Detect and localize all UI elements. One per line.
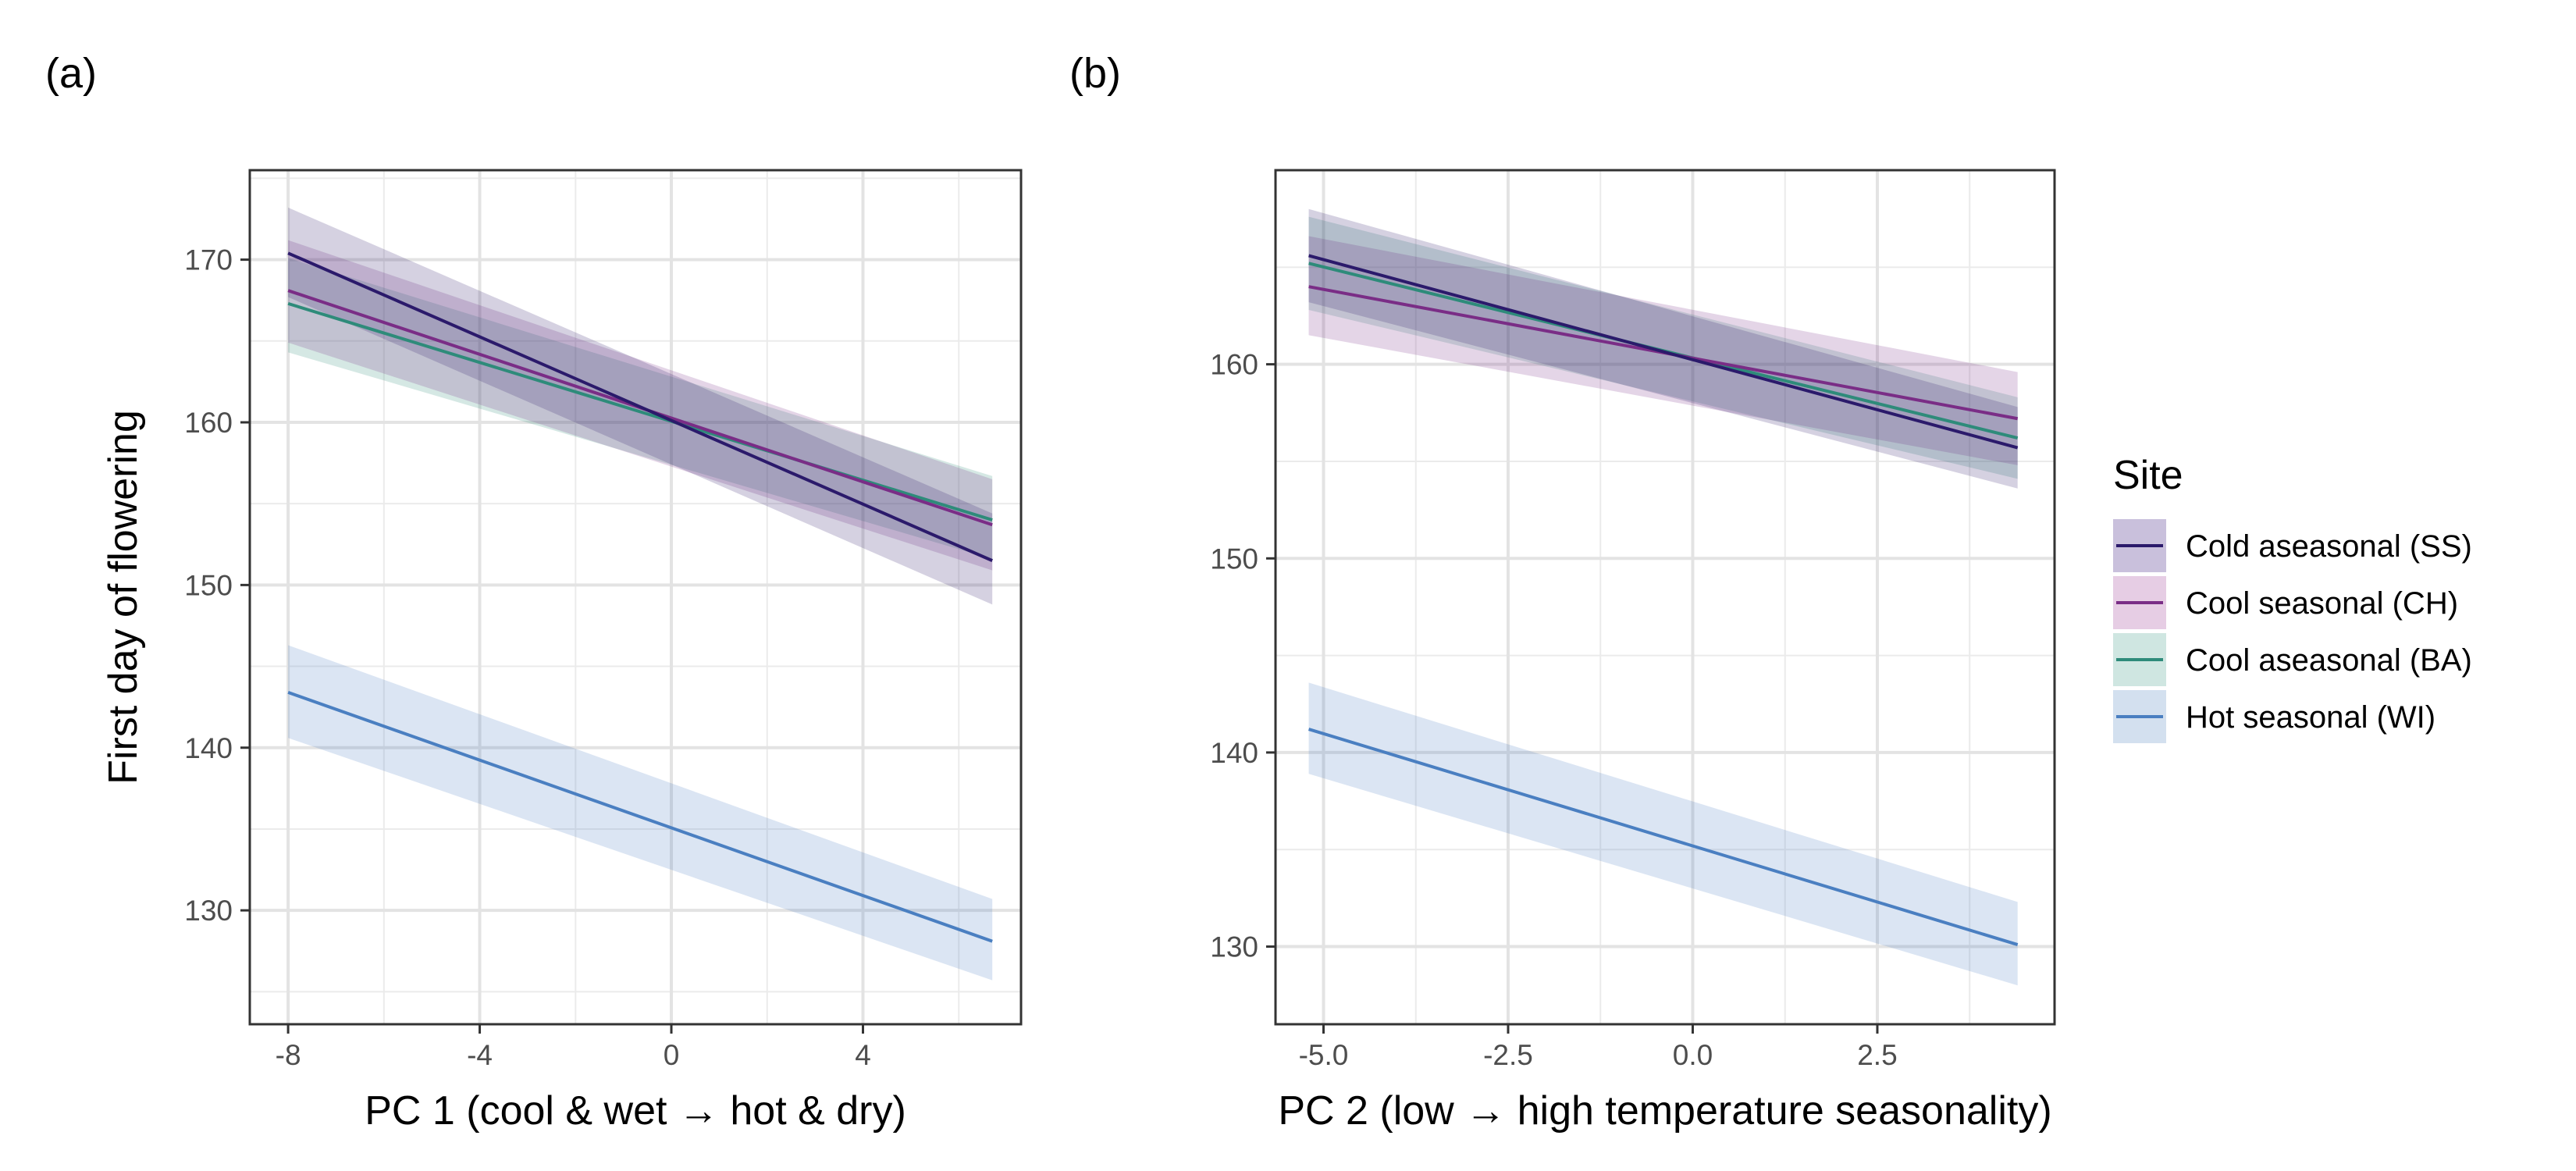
panel-tag: (b) (1069, 50, 1121, 97)
confidence-band (1308, 208, 2018, 489)
legend-label: Cold aseasonal (SS) (2186, 529, 2472, 564)
legend-label: Cool seasonal (CH) (2186, 586, 2458, 621)
x-axis-title: PC 1 (cool & wet → hot & dry) (365, 1088, 906, 1134)
fit-line (1308, 254, 2019, 450)
x-tick-label: 4 (855, 1039, 871, 1071)
fit-line (287, 251, 993, 562)
panel-b: (b) -5.0 -2.5 0.0 2.5 130 140 150 160 PC 2 (low →… (1069, 50, 2056, 1134)
y-axis-title: First day of flowering (101, 410, 146, 785)
x-axis-title: PC 2 (low → high temperature seasonality… (1278, 1088, 2051, 1134)
panel-border (1274, 169, 2056, 1026)
legend-label: Cool aseasonal (BA) (2186, 643, 2472, 678)
y-tick-label: 130 (1210, 931, 1258, 963)
x-tick-label: 0.0 (1673, 1039, 1713, 1071)
plot-background (1276, 170, 2055, 1024)
x-tick-label: -2.5 (1483, 1039, 1533, 1071)
y-tick-label: 170 (184, 244, 233, 276)
panel-border (248, 169, 1023, 1026)
panel-a: (a) -8 -4 0 4 130 140 150 160 170 PC 1 (cool & wet… (45, 50, 1023, 1134)
x-tick-label: -5.0 (1299, 1039, 1349, 1071)
y-tick-label: 130 (184, 895, 233, 927)
y-tick-label: 160 (1210, 349, 1258, 381)
fit-line (287, 301, 993, 521)
legend-label: Hot seasonal (WI) (2186, 700, 2435, 735)
plot-background (250, 170, 1021, 1024)
y-tick-label: 140 (1210, 737, 1258, 769)
y-tick-label: 140 (184, 732, 233, 764)
confidence-band (1308, 216, 2018, 479)
y-tick-label: 150 (184, 569, 233, 601)
confidence-band (1308, 682, 2018, 986)
y-tick-label: 150 (1210, 543, 1258, 575)
y-tick-label: 160 (184, 407, 233, 439)
panel-tag: (a) (45, 50, 97, 97)
x-tick-label: -4 (467, 1039, 493, 1071)
fit-line (287, 691, 993, 943)
legend-title: Site (2113, 453, 2183, 498)
confidence-band (288, 645, 993, 981)
fit-line (1308, 728, 2019, 946)
x-tick-label: 0 (664, 1039, 680, 1071)
x-tick-label: -8 (276, 1039, 301, 1071)
x-tick-label: 2.5 (1857, 1039, 1897, 1071)
